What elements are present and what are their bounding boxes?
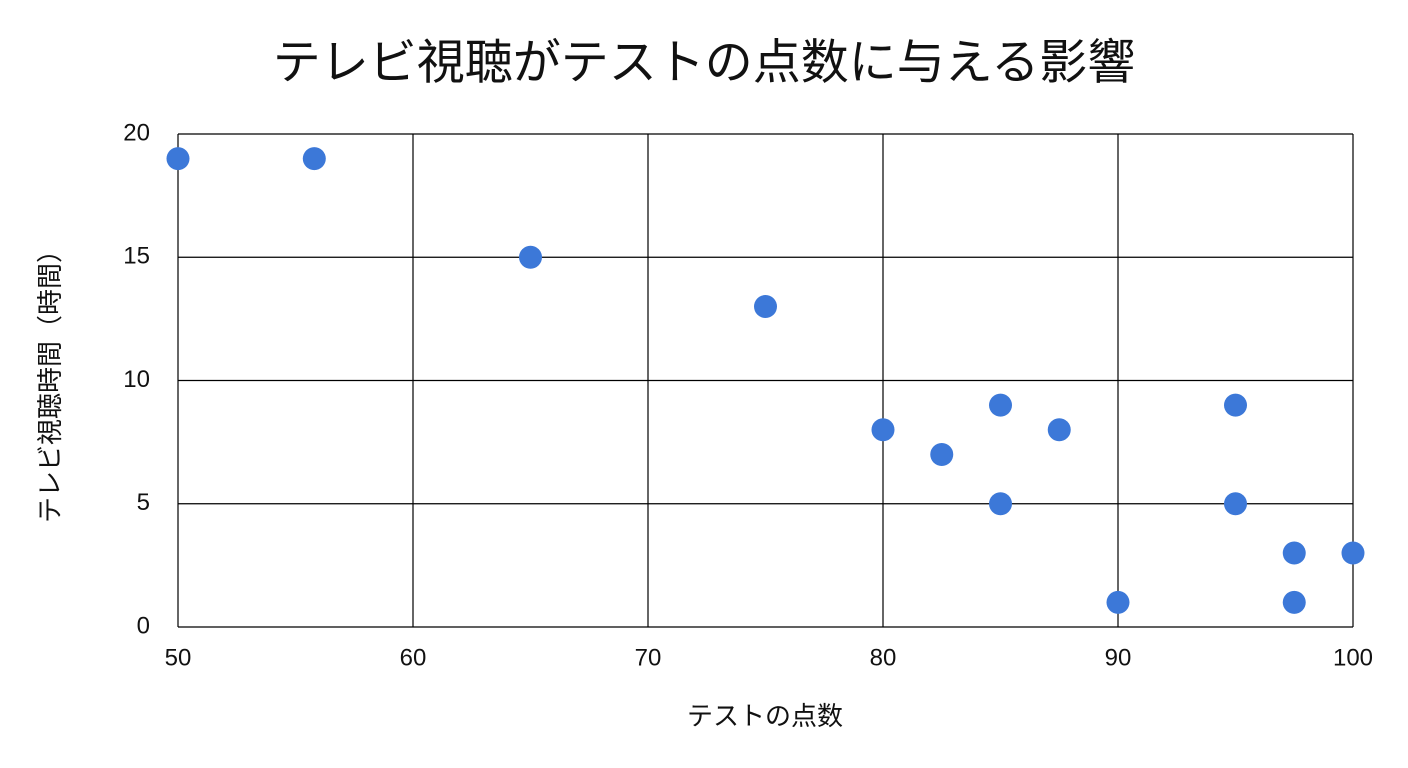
x-tick-label: 100 bbox=[1333, 644, 1373, 671]
point bbox=[871, 418, 895, 442]
x-tick-label: 50 bbox=[165, 644, 192, 671]
x-tick-label: 70 bbox=[635, 644, 662, 671]
y-tick-label: 20 bbox=[123, 119, 150, 146]
point bbox=[1282, 590, 1306, 614]
x-tick-label: 60 bbox=[400, 644, 427, 671]
y-tick-label: 0 bbox=[137, 612, 150, 639]
point bbox=[754, 295, 777, 319]
point bbox=[302, 147, 326, 171]
x-tick-label: 90 bbox=[1105, 644, 1132, 671]
point bbox=[989, 393, 1012, 417]
point bbox=[166, 147, 190, 171]
y-tick-label: 10 bbox=[123, 366, 150, 393]
point bbox=[1106, 590, 1130, 614]
point bbox=[1224, 492, 1247, 516]
point bbox=[930, 442, 954, 466]
point bbox=[989, 492, 1012, 516]
point bbox=[1047, 418, 1071, 442]
x-axis-label: テストの点数 bbox=[687, 701, 843, 731]
y-tick-label: 15 bbox=[123, 243, 150, 270]
point bbox=[1341, 541, 1365, 565]
point bbox=[1224, 393, 1247, 417]
y-tick-label: 5 bbox=[137, 489, 150, 516]
point bbox=[1282, 541, 1306, 565]
y-axis-label: テレビ視聴時間（時間） bbox=[35, 237, 65, 523]
x-tick-label: 80 bbox=[870, 644, 897, 671]
point bbox=[519, 245, 542, 269]
chart-title: テレビ視聴がテストの点数に与える影響 bbox=[273, 37, 1136, 90]
